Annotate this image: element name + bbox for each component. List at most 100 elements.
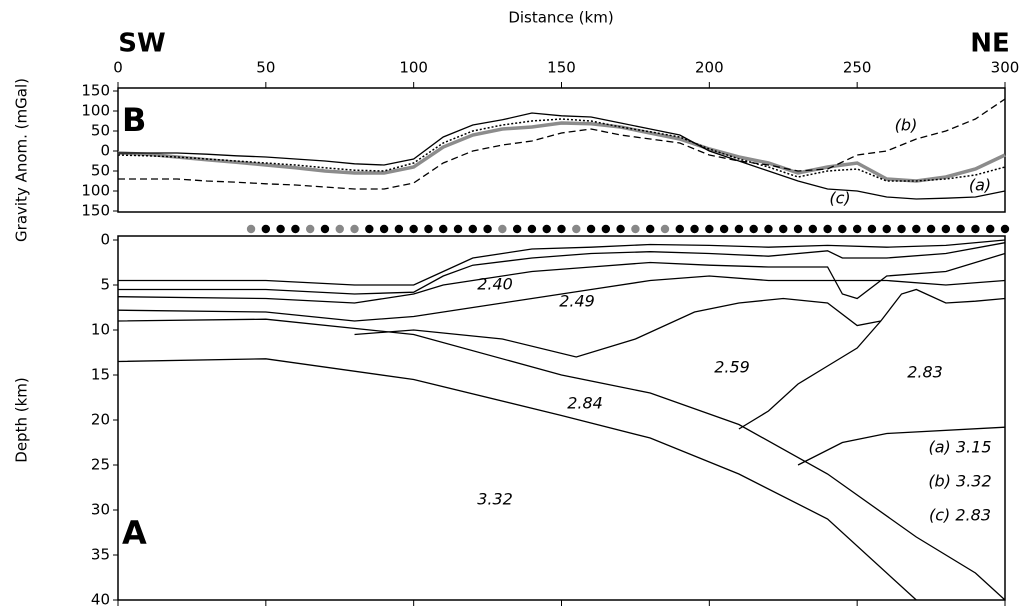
density-label: 2.49 (559, 292, 595, 311)
station (882, 224, 891, 234)
y-axis-title: Depth (km) (13, 377, 31, 462)
station (394, 224, 404, 234)
station (498, 224, 507, 234)
density-label: (a) 3.15 (929, 438, 992, 457)
station (646, 224, 655, 234)
y-tick-label: 10 (91, 321, 110, 339)
gravity-line (118, 98, 1006, 190)
x-axis-title: Distance (km) (508, 9, 613, 27)
layer-boundary (117, 252, 1006, 304)
station (926, 224, 936, 234)
station (705, 224, 714, 234)
layer-boundary (117, 318, 1006, 601)
station (365, 224, 374, 234)
y-tick-label: 25 (91, 456, 110, 474)
station (527, 224, 537, 234)
station (852, 224, 862, 234)
station (867, 224, 877, 234)
station (631, 224, 640, 234)
density-label: 2.84 (567, 394, 603, 413)
station (468, 224, 477, 234)
density-label: 2.59 (714, 358, 750, 377)
station (424, 224, 433, 234)
station (616, 224, 625, 234)
panel-letter: A (122, 514, 147, 552)
y-tick-label: 50 (91, 162, 110, 180)
layer-boundary (797, 426, 1006, 466)
station (675, 224, 684, 234)
station (719, 224, 729, 234)
y-tick-label: 100 (81, 182, 110, 200)
station (291, 224, 300, 234)
curve-label: (c) (829, 189, 850, 208)
layer-boundary (117, 275, 1006, 322)
station (823, 224, 832, 234)
station (261, 224, 271, 234)
station (690, 224, 699, 234)
station (483, 224, 492, 234)
layer-boundary (117, 358, 917, 601)
station (764, 224, 773, 234)
y-tick-label: 20 (91, 411, 110, 429)
station (734, 224, 744, 234)
y-tick-label: 0 (100, 231, 110, 249)
station (542, 224, 551, 234)
station (986, 224, 995, 234)
station (971, 224, 980, 234)
station (305, 224, 315, 234)
y-tick-label: 30 (91, 501, 110, 519)
x-tick-label: 150 (547, 59, 576, 77)
station (779, 224, 788, 234)
layer-boundary (118, 242, 1006, 295)
y-axis-title: Gravity Anom. (mGal) (13, 78, 31, 242)
gravity-line (118, 112, 1006, 200)
layer-boundary (354, 297, 881, 358)
station (453, 224, 463, 234)
curve-label: (a) (969, 176, 991, 195)
y-tick-label: 5 (100, 276, 110, 294)
station (793, 224, 803, 234)
y-tick-label: 150 (81, 82, 110, 100)
density-label: (b) 3.32 (928, 472, 991, 491)
station (912, 224, 921, 234)
station (379, 224, 389, 234)
station (246, 224, 256, 234)
station (808, 224, 818, 234)
x-tick-label: 300 (991, 59, 1020, 77)
y-tick-label: 150 (81, 202, 110, 220)
station (572, 224, 581, 234)
panel-letter: B (122, 101, 146, 139)
station (276, 224, 285, 234)
density-label: (c) 2.83 (929, 506, 991, 525)
curve-label: (b) (895, 116, 918, 135)
station (350, 224, 359, 234)
station (941, 224, 951, 234)
station (897, 224, 906, 234)
x-tick-label: 50 (256, 59, 275, 77)
y-tick-label: 35 (91, 546, 110, 564)
station (660, 224, 670, 234)
x-tick-label: 250 (843, 59, 872, 77)
station (512, 224, 522, 234)
station (1000, 224, 1010, 234)
station (335, 224, 344, 234)
x-tick-label: 200 (695, 59, 724, 77)
layer-boundary (118, 239, 1006, 286)
x-tick-label: 0 (113, 59, 123, 77)
y-tick-label: 15 (91, 366, 110, 384)
station (409, 224, 418, 234)
y-tick-label: 40 (91, 591, 110, 609)
density-label: 2.83 (907, 363, 943, 382)
station (586, 224, 596, 234)
sw-label: SW (118, 29, 165, 59)
density-label: 2.40 (477, 275, 513, 294)
density-label: 3.32 (477, 490, 513, 509)
station (439, 224, 448, 234)
y-tick-label: 50 (91, 122, 110, 140)
y-tick-label: 0 (100, 142, 110, 160)
station (956, 224, 965, 234)
layer-boundary (738, 288, 1006, 430)
station (838, 224, 847, 234)
station (320, 224, 330, 234)
